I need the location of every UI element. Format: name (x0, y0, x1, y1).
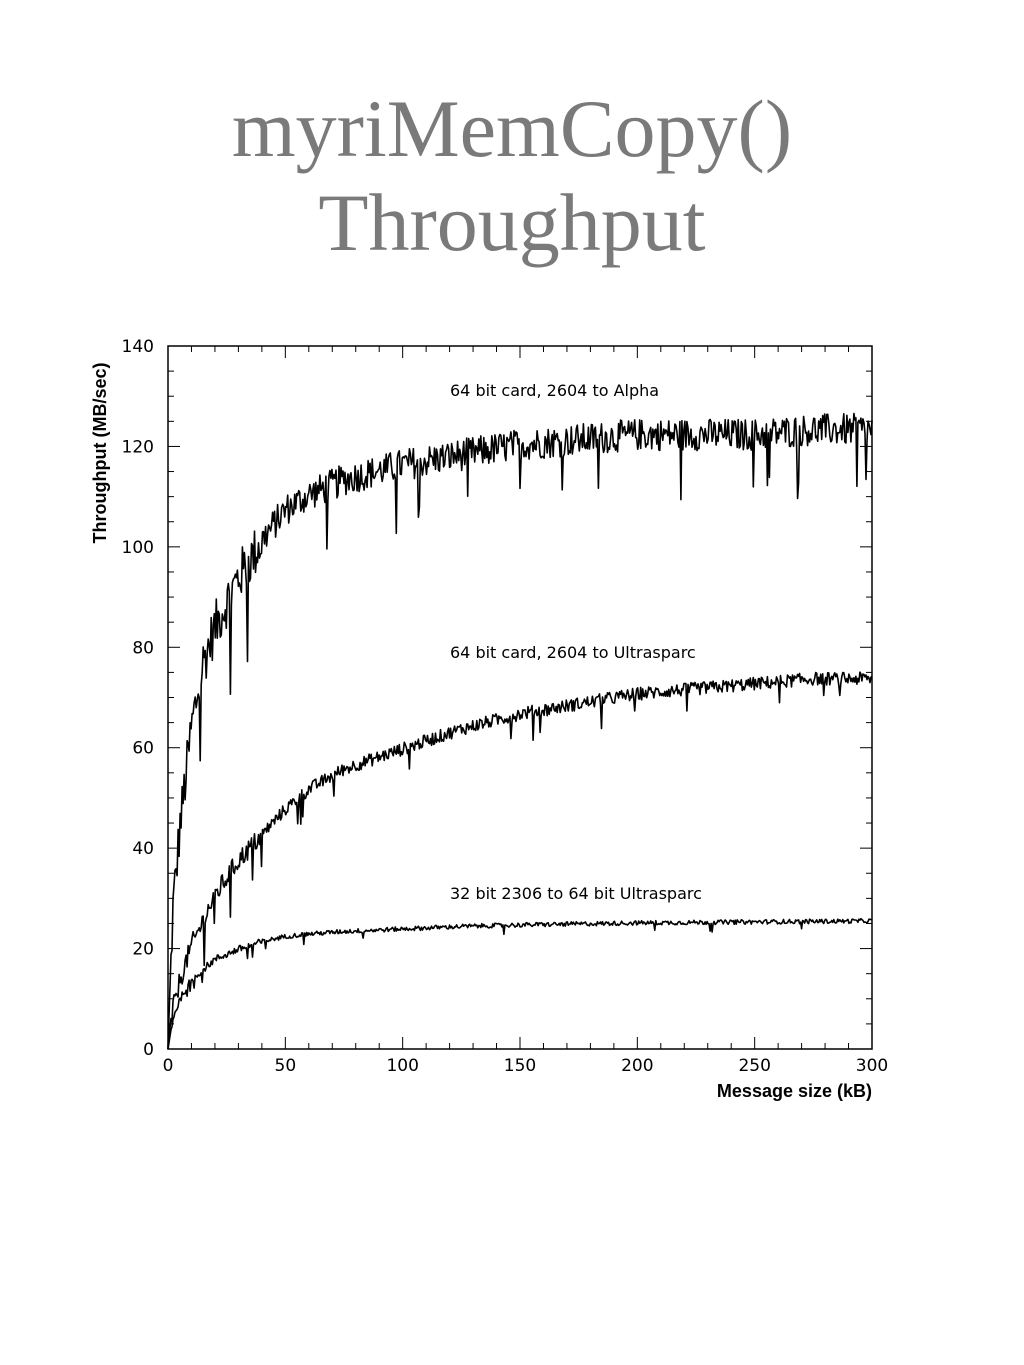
x-tick-label: 100 (386, 1056, 418, 1076)
slide-title: myriMemCopy() Throughput (0, 82, 1024, 270)
series-line-2 (167, 671, 873, 1050)
series-line-1 (167, 412, 873, 1050)
y-tick-label: 60 (132, 739, 154, 759)
series-label-1: 64 bit card, 2604 to Alpha (450, 381, 659, 400)
x-tick-label: 200 (621, 1056, 653, 1076)
y-tick-label: 20 (132, 940, 154, 960)
x-tick-label: 150 (504, 1056, 536, 1076)
y-tick-label: 140 (122, 337, 154, 357)
x-axis-title: Message size (kB) (717, 1081, 872, 1101)
y-tick-label: 40 (132, 839, 154, 859)
series-line-3 (167, 917, 873, 1050)
series-label-3: 32 bit 2306 to 64 bit Ultrasparc (450, 884, 702, 903)
series-label-2: 64 bit card, 2604 to Ultrasparc (450, 643, 696, 662)
y-tick-label: 120 (122, 437, 154, 457)
y-tick-label: 100 (122, 538, 154, 558)
x-tick-label: 300 (856, 1056, 888, 1076)
plot-area: 0 20 40 60 80 100 120 140 0 50 100 150 200 250 300 64 b… (122, 337, 889, 1076)
slide-title-line-1: myriMemCopy() (231, 83, 793, 174)
x-tick-label: 0 (163, 1056, 174, 1076)
y-tick-label: 80 (132, 638, 154, 658)
y-axis-title: Throughput (MB/sec) (90, 363, 110, 544)
x-tick-label: 50 (275, 1056, 297, 1076)
y-tick-label: 0 (143, 1040, 154, 1060)
x-tick-label: 250 (738, 1056, 770, 1076)
slide-title-line-2: Throughput (318, 177, 706, 268)
